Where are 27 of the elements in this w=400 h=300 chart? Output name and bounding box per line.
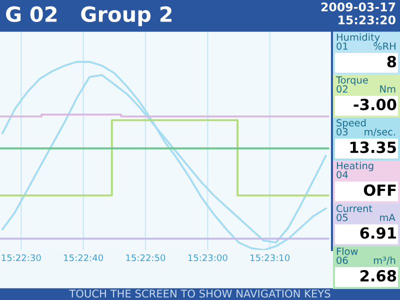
text: 01 %RH (336, 42, 396, 50)
text: Current (336, 204, 372, 212)
text: 02 Nm (336, 85, 396, 93)
x-tick-label: 15:23:00 (188, 254, 228, 262)
text: OFF (364, 184, 396, 196)
x-tick-label: 15:23:10 (250, 254, 290, 262)
x-tick-label: 15:22:40 (64, 254, 103, 262)
text: 06 m³/h (336, 256, 396, 265)
text: 2.68 (360, 270, 396, 282)
text: 6.91 (360, 227, 396, 239)
text: 2009-03-17 (321, 2, 396, 12)
x-tick-label: 15:22:50 (126, 254, 166, 262)
text: 15:23:20 (338, 15, 396, 24)
text: Flow (336, 247, 358, 255)
text: Heating (336, 162, 374, 172)
x-tick-label: 15:22:30 (2, 254, 41, 262)
text: Speed (336, 118, 366, 128)
text: TOUCH THE SCREEN TO SHOW NAVIGATION KEYS (69, 290, 330, 298)
text: 03 m/sec. (336, 128, 396, 136)
text: 04 (336, 170, 348, 178)
text: -3.00 (354, 98, 396, 110)
chart-title: G 02 Group 2 (6, 6, 172, 26)
text: Humidity (336, 33, 380, 43)
text: 8 (387, 56, 396, 68)
text: 05 mA (336, 214, 396, 222)
text: Torque (336, 76, 368, 86)
text: 13.35 (350, 142, 396, 154)
